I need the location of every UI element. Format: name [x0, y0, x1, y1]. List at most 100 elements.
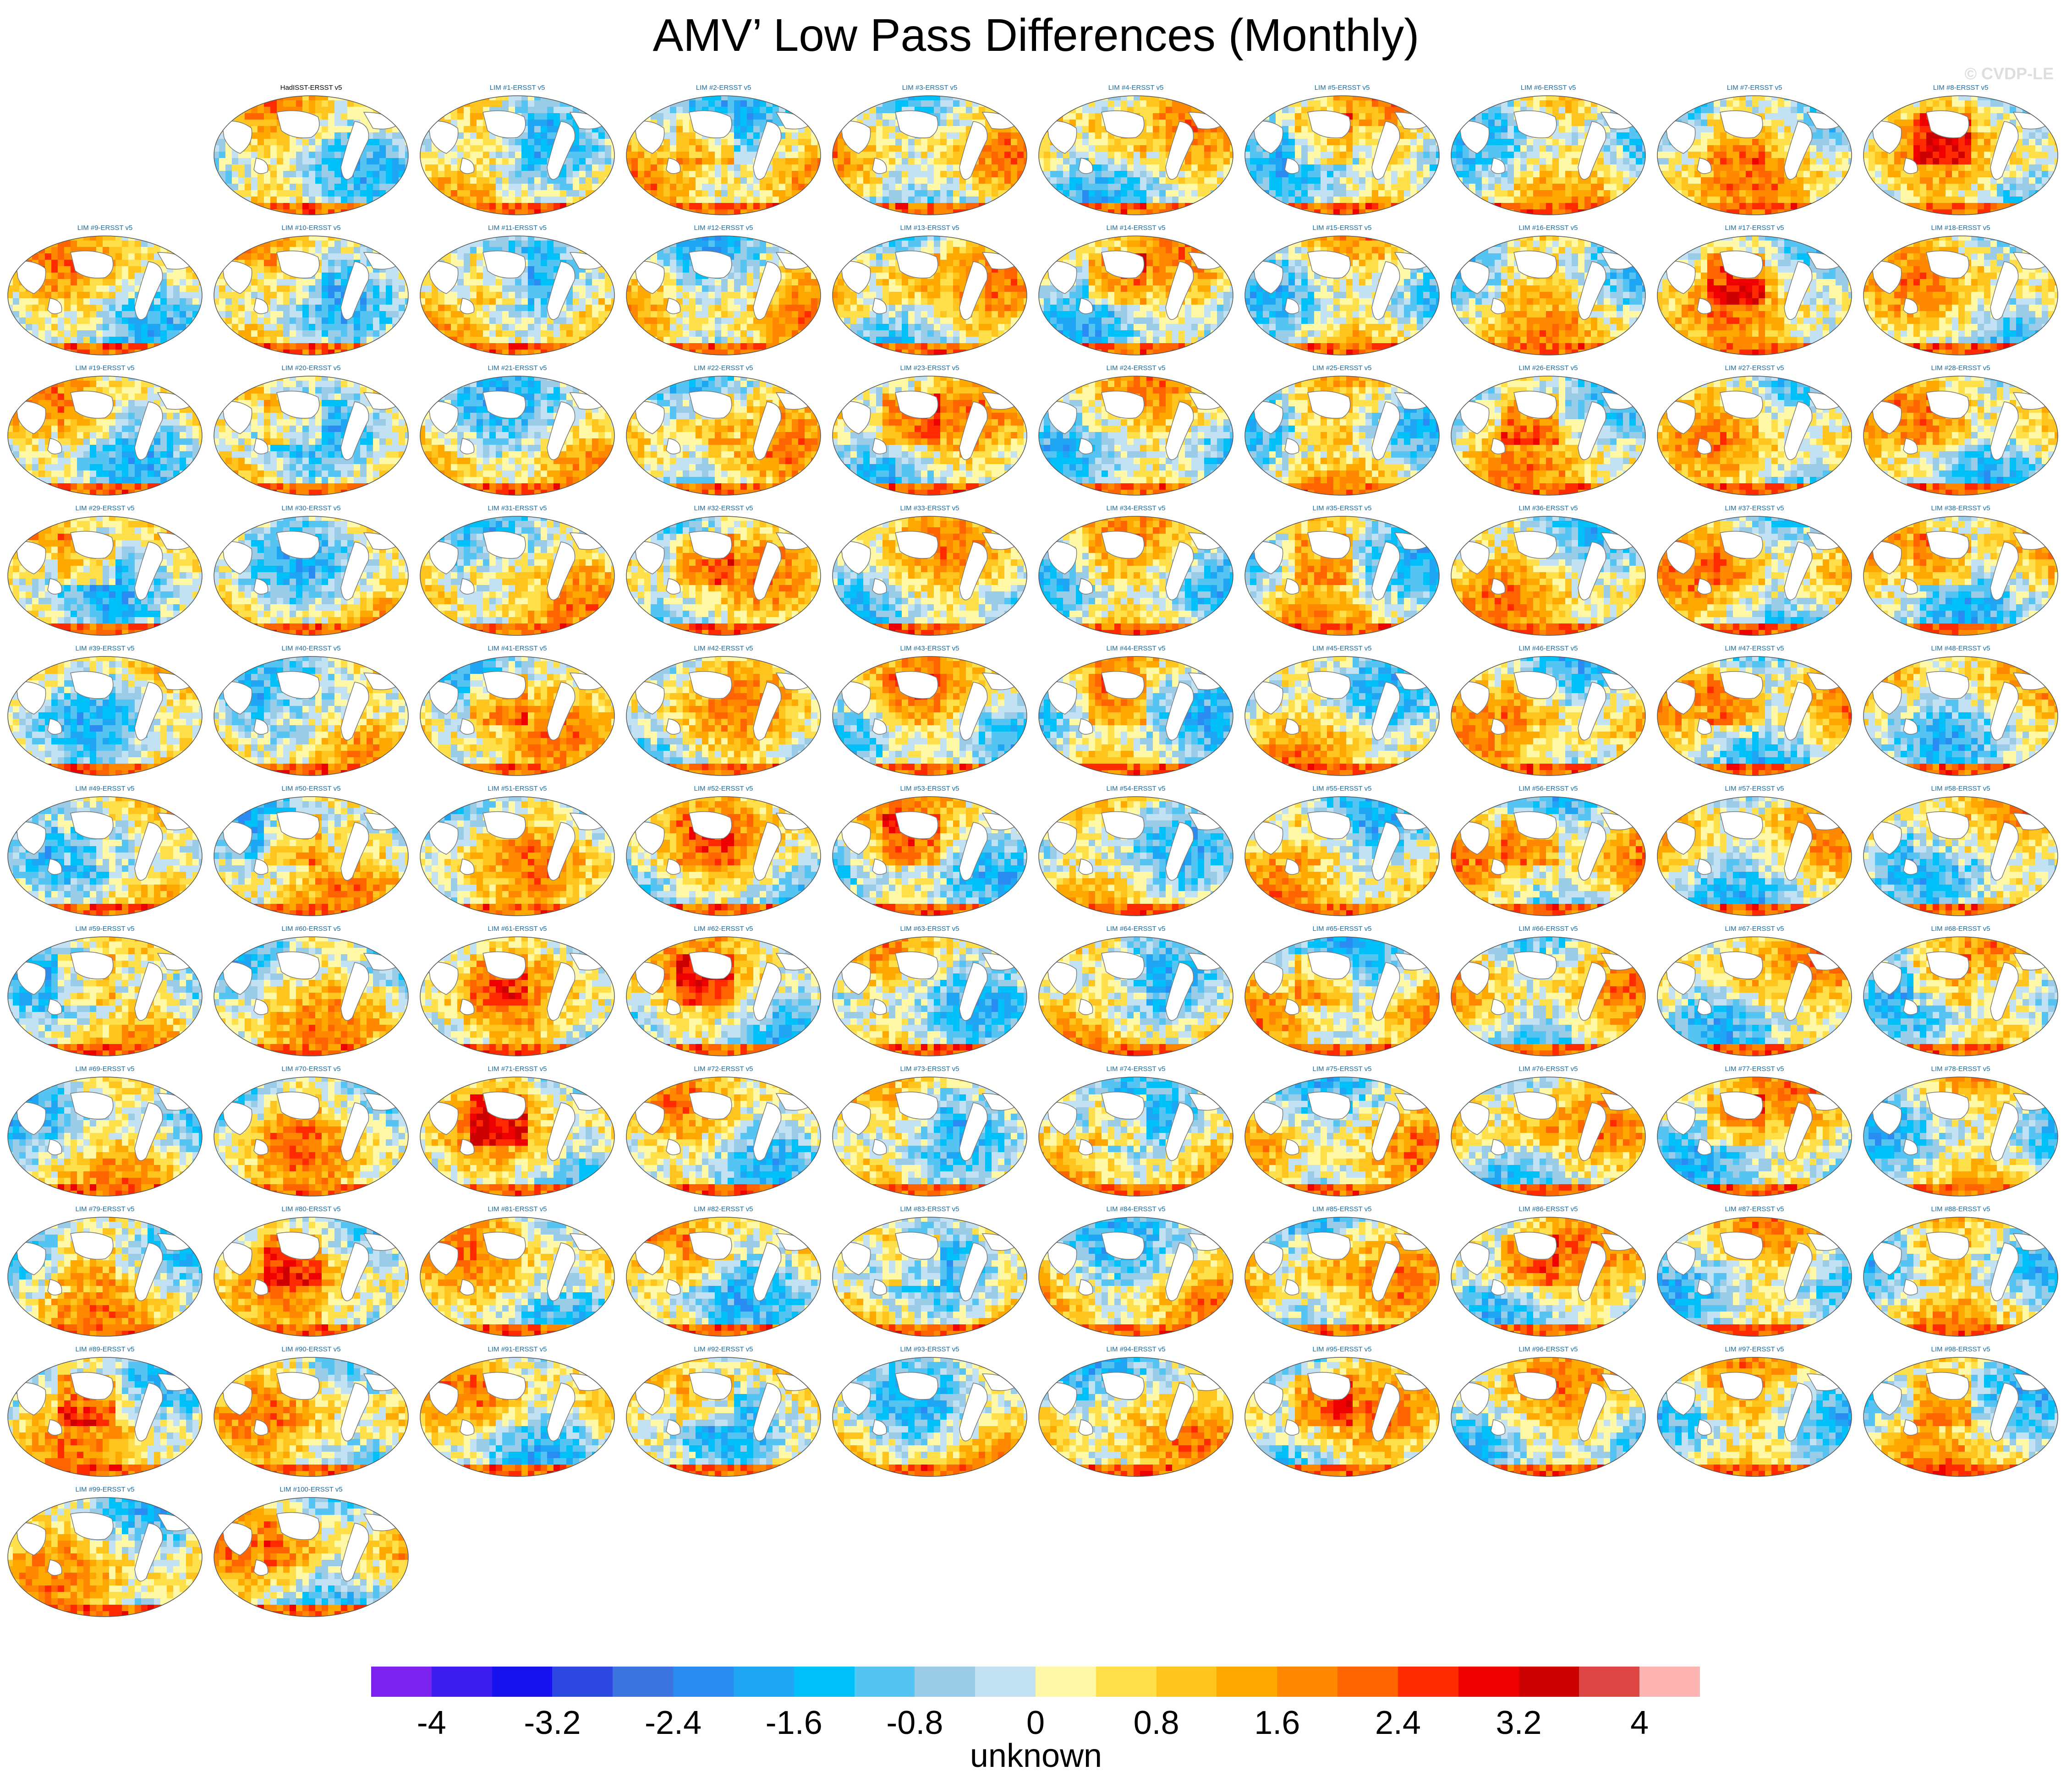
map-field: [1862, 1075, 2059, 1198]
map-panel: LIM #74-ERSST v5: [1037, 1065, 1234, 1198]
map-field: [1656, 1356, 1853, 1478]
colorbar-swatch: [1337, 1667, 1398, 1697]
panel-title: LIM #42-ERSST v5: [625, 645, 822, 653]
map-panel: LIM #99-ERSST v5: [6, 1486, 203, 1618]
map-field: [213, 655, 410, 777]
colorbar-swatch: [492, 1667, 553, 1697]
panel-title: LIM #77-ERSST v5: [1656, 1065, 1853, 1073]
panel-title: LIM #51-ERSST v5: [419, 785, 616, 793]
map-field: [831, 1215, 1028, 1338]
map-panel: LIM #88-ERSST v5: [1862, 1205, 2059, 1338]
map-field: [1037, 94, 1234, 217]
panel-title: LIM #97-ERSST v5: [1656, 1345, 1853, 1354]
map-panel: LIM #37-ERSST v5: [1656, 504, 1853, 637]
map-panel: LIM #31-ERSST v5: [419, 504, 616, 637]
map-field: [6, 1215, 203, 1338]
map-field: [1862, 655, 2059, 777]
panel-title: LIM #78-ERSST v5: [1862, 1065, 2059, 1073]
panel-title: LIM #10-ERSST v5: [213, 224, 410, 232]
map-field: [419, 374, 616, 497]
map-panel: LIM #46-ERSST v5: [1450, 645, 1647, 777]
panel-title: LIM #48-ERSST v5: [1862, 645, 2059, 653]
map-field: [419, 94, 616, 217]
map-field: [213, 514, 410, 637]
colorbar-tick-label: 1.6: [1254, 1704, 1300, 1742]
map-field: [625, 935, 822, 1058]
map-panel: LIM #86-ERSST v5: [1450, 1205, 1647, 1338]
panel-title: LIM #99-ERSST v5: [6, 1486, 203, 1494]
map-field: [1244, 795, 1441, 918]
map-field: [6, 1496, 203, 1618]
map-panel: LIM #9-ERSST v5: [6, 224, 203, 357]
map-field: [831, 94, 1028, 217]
panel-title: LIM #43-ERSST v5: [831, 645, 1028, 653]
map-field: [1656, 1215, 1853, 1338]
map-panel: LIM #22-ERSST v5: [625, 364, 822, 497]
panel-title: LIM #53-ERSST v5: [831, 785, 1028, 793]
colorbar-swatch: [673, 1667, 734, 1697]
colorbar-swatch: [975, 1667, 1036, 1697]
map-panel: LIM #18-ERSST v5: [1862, 224, 2059, 357]
map-panel: LIM #63-ERSST v5: [831, 925, 1028, 1058]
map-field: [831, 655, 1028, 777]
map-field: [1037, 1215, 1234, 1338]
map-field: [625, 514, 822, 637]
map-panel: LIM #4-ERSST v5: [1037, 84, 1234, 217]
panel-title: LIM #55-ERSST v5: [1244, 785, 1441, 793]
colorbar-swatch: [432, 1667, 492, 1697]
panel-title: LIM #30-ERSST v5: [213, 504, 410, 513]
panel-title: LIM #37-ERSST v5: [1656, 504, 1853, 513]
map-panel: LIM #83-ERSST v5: [831, 1205, 1028, 1338]
panel-title: LIM #64-ERSST v5: [1037, 925, 1234, 933]
colorbar-tick-label: -4: [417, 1704, 446, 1742]
map-field: [213, 234, 410, 357]
panel-title: LIM #68-ERSST v5: [1862, 925, 2059, 933]
map-panel: LIM #57-ERSST v5: [1656, 785, 1853, 918]
colorbar-tick-label: 0: [1026, 1704, 1045, 1742]
map-field: [1037, 514, 1234, 637]
panel-title: LIM #81-ERSST v5: [419, 1205, 616, 1214]
panel-title: LIM #66-ERSST v5: [1450, 925, 1647, 933]
map-panel: LIM #59-ERSST v5: [6, 925, 203, 1058]
map-panel: LIM #75-ERSST v5: [1244, 1065, 1441, 1198]
map-panel: LIM #76-ERSST v5: [1450, 1065, 1647, 1198]
panel-title: LIM #38-ERSST v5: [1862, 504, 2059, 513]
panel-title: LIM #29-ERSST v5: [6, 504, 203, 513]
map-field: [831, 374, 1028, 497]
map-panel: HadISST-ERSST v5: [213, 84, 410, 217]
map-panel: LIM #8-ERSST v5: [1862, 84, 2059, 217]
map-field: [213, 935, 410, 1058]
panel-title: LIM #24-ERSST v5: [1037, 364, 1234, 372]
map-panel: LIM #24-ERSST v5: [1037, 364, 1234, 497]
map-field: [419, 514, 616, 637]
panel-title: LIM #34-ERSST v5: [1037, 504, 1234, 513]
panel-title: LIM #21-ERSST v5: [419, 364, 616, 372]
map-field: [1450, 514, 1647, 637]
map-field: [419, 935, 616, 1058]
panel-title: LIM #3-ERSST v5: [831, 84, 1028, 92]
map-panel: LIM #10-ERSST v5: [213, 224, 410, 357]
map-field: [1450, 374, 1647, 497]
map-field: [419, 1356, 616, 1478]
panel-title: LIM #40-ERSST v5: [213, 645, 410, 653]
map-field: [6, 655, 203, 777]
panel-title: LIM #88-ERSST v5: [1862, 1205, 2059, 1214]
map-panel: LIM #51-ERSST v5: [419, 785, 616, 918]
colorbar-swatch: [371, 1667, 432, 1697]
panel-title: LIM #67-ERSST v5: [1656, 925, 1853, 933]
panel-title: LIM #13-ERSST v5: [831, 224, 1028, 232]
map-field: [831, 795, 1028, 918]
map-panel: LIM #50-ERSST v5: [213, 785, 410, 918]
panel-title: LIM #90-ERSST v5: [213, 1345, 410, 1354]
map-panel: LIM #68-ERSST v5: [1862, 925, 2059, 1058]
map-field: [1244, 1075, 1441, 1198]
map-panel: LIM #49-ERSST v5: [6, 785, 203, 918]
panel-title: LIM #15-ERSST v5: [1244, 224, 1441, 232]
colorbar-swatch: [1458, 1667, 1519, 1697]
map-field: [625, 1356, 822, 1478]
map-panel: LIM #39-ERSST v5: [6, 645, 203, 777]
map-panel: LIM #44-ERSST v5: [1037, 645, 1234, 777]
map-field: [625, 1075, 822, 1198]
map-panel: LIM #19-ERSST v5: [6, 364, 203, 497]
map-panel: LIM #72-ERSST v5: [625, 1065, 822, 1198]
